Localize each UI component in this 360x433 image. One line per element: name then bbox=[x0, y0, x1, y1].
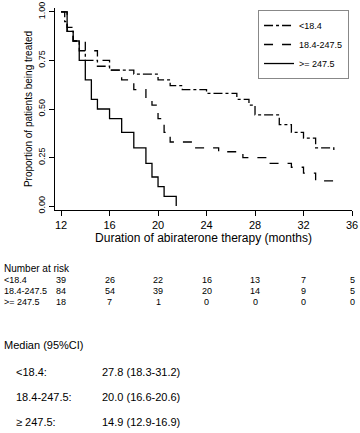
svg-text:>= 247.5: >= 247.5 bbox=[4, 297, 40, 307]
svg-text:13: 13 bbox=[250, 275, 260, 285]
svg-text:Median (95%CI): Median (95%CI) bbox=[4, 339, 83, 351]
svg-text:0: 0 bbox=[204, 297, 209, 307]
svg-text:39: 39 bbox=[56, 275, 66, 285]
svg-text:18.4-247.5: 18.4-247.5 bbox=[4, 286, 47, 296]
svg-text:0.50: 0.50 bbox=[37, 99, 47, 117]
svg-text:9: 9 bbox=[301, 286, 306, 296]
svg-text:27.8 (18.3-31.2): 27.8 (18.3-31.2) bbox=[102, 366, 180, 378]
svg-text:26: 26 bbox=[105, 275, 115, 285]
svg-text:7: 7 bbox=[107, 297, 112, 307]
svg-text:18.4-247.5: 18.4-247.5 bbox=[299, 40, 342, 50]
svg-text:Duration of abiraterone therap: Duration of abiraterone therapy (months) bbox=[95, 231, 312, 245]
svg-text:0: 0 bbox=[350, 297, 355, 307]
svg-text:20.0 (16.6-20.6): 20.0 (16.6-20.6) bbox=[102, 391, 180, 403]
svg-text:≥ 247.5:: ≥ 247.5: bbox=[16, 416, 56, 428]
svg-text:54: 54 bbox=[105, 286, 115, 296]
svg-text:>= 247.5: >= 247.5 bbox=[299, 59, 335, 69]
svg-text:84: 84 bbox=[56, 286, 66, 296]
svg-text:16: 16 bbox=[202, 275, 212, 285]
svg-text:16: 16 bbox=[103, 219, 115, 231]
svg-text:0.25: 0.25 bbox=[37, 147, 47, 165]
svg-text:18: 18 bbox=[56, 297, 66, 307]
svg-text:18.4-247.5:: 18.4-247.5: bbox=[16, 391, 72, 403]
svg-text:<18.4: <18.4 bbox=[4, 275, 27, 285]
svg-text:0.00: 0.00 bbox=[37, 196, 47, 214]
svg-text:<18.4: <18.4 bbox=[299, 21, 322, 31]
svg-text:20: 20 bbox=[152, 219, 164, 231]
svg-text:1: 1 bbox=[156, 297, 161, 307]
svg-text:5: 5 bbox=[350, 275, 355, 285]
svg-text:28: 28 bbox=[249, 219, 261, 231]
svg-text:32: 32 bbox=[297, 219, 309, 231]
svg-text:7: 7 bbox=[301, 275, 306, 285]
svg-text:Number at risk: Number at risk bbox=[4, 263, 70, 274]
svg-text:22: 22 bbox=[153, 275, 163, 285]
svg-text:36: 36 bbox=[346, 219, 358, 231]
svg-text:<18.4:: <18.4: bbox=[16, 366, 47, 378]
svg-text:Proportion of patients being t: Proportion of patients being treated bbox=[23, 31, 34, 187]
svg-text:0: 0 bbox=[253, 297, 258, 307]
svg-text:5: 5 bbox=[350, 286, 355, 296]
svg-text:0: 0 bbox=[301, 297, 306, 307]
svg-text:14.9 (12.9-16.9): 14.9 (12.9-16.9) bbox=[102, 416, 180, 428]
svg-text:20: 20 bbox=[202, 286, 212, 296]
svg-text:24: 24 bbox=[200, 219, 212, 231]
svg-text:14: 14 bbox=[250, 286, 260, 296]
svg-text:39: 39 bbox=[153, 286, 163, 296]
svg-text:0.75: 0.75 bbox=[37, 50, 47, 68]
svg-text:1.00: 1.00 bbox=[37, 2, 47, 20]
svg-text:12: 12 bbox=[55, 219, 67, 231]
